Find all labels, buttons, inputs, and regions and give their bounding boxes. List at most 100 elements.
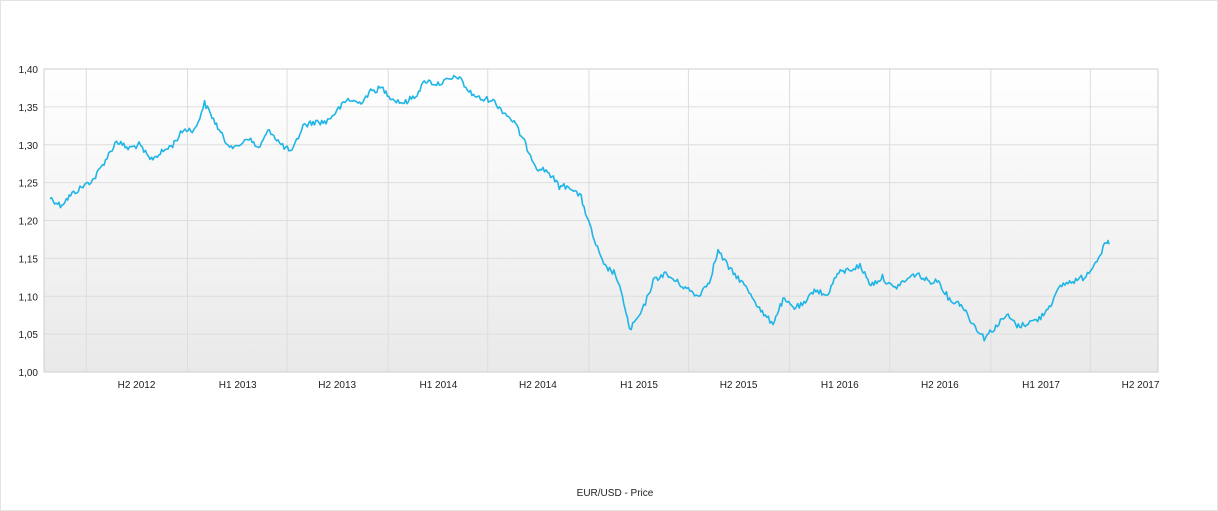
data-point [235, 148, 237, 150]
series-line [49, 74, 1110, 342]
data-point [615, 273, 617, 275]
data-point [82, 186, 84, 188]
data-point [641, 311, 643, 313]
data-point [624, 307, 626, 309]
data-point [1106, 242, 1108, 244]
data-point [663, 273, 665, 275]
data-point [814, 288, 816, 290]
x-tick-label: H1 2014 [419, 380, 457, 391]
data-point [247, 136, 249, 138]
data-point [370, 91, 372, 93]
data-point [652, 280, 654, 282]
y-tick-label: 1,30 [19, 141, 39, 152]
legend-label: EUR/USD - Price [577, 488, 654, 499]
data-point [291, 152, 293, 154]
x-axis: H2 2012 H1 2013 H2 2013 H1 2014 H2 2014 H1 20… [118, 380, 1160, 391]
plot-border [43, 68, 1159, 373]
data-point [675, 280, 677, 282]
x-tick-label: H2 2017 [1122, 380, 1160, 391]
data-point [971, 322, 973, 324]
data-point [837, 273, 839, 275]
data-point [314, 121, 316, 123]
data-point [194, 129, 196, 131]
y-tick-label: 1,20 [19, 217, 39, 228]
data-point [805, 303, 807, 305]
data-point [1006, 314, 1008, 316]
data-point [138, 144, 140, 146]
data-point [49, 197, 51, 199]
data-point [536, 167, 538, 169]
data-point [826, 295, 828, 297]
data-point [1027, 322, 1029, 324]
data-point [447, 80, 449, 82]
y-tick-label: 1,05 [19, 330, 39, 341]
data-point [983, 337, 985, 339]
y-tick-label: 1,15 [19, 254, 39, 265]
data-point [403, 102, 405, 104]
data-point [870, 284, 872, 286]
x-tick-label: H2 2014 [519, 380, 557, 391]
data-point [425, 80, 427, 82]
data-point [893, 288, 895, 290]
data-point [269, 129, 271, 131]
data-point [1018, 326, 1020, 328]
data-point [325, 121, 327, 123]
data-point [336, 110, 338, 112]
data-point [93, 178, 95, 180]
y-tick-label: 1,25 [19, 179, 39, 190]
data-point [183, 129, 185, 131]
data-point [491, 99, 493, 101]
data-point [105, 159, 107, 161]
data-point [848, 269, 850, 271]
data-point [1038, 318, 1040, 320]
data-point [214, 121, 216, 123]
data-point [1095, 261, 1097, 263]
data-point [1050, 303, 1052, 305]
data-point [580, 197, 582, 199]
x-tick-label: H1 2016 [821, 380, 859, 391]
data-point [740, 280, 742, 282]
data-point [392, 99, 394, 101]
data-point [927, 280, 929, 282]
data-point [525, 144, 527, 146]
data-point [782, 299, 784, 301]
data-point [697, 295, 699, 297]
data-point [381, 87, 383, 89]
data-point [751, 295, 753, 297]
x-tick-label: H2 2012 [118, 380, 156, 391]
x-tick-label: H1 2013 [219, 380, 257, 391]
data-point [686, 288, 688, 290]
data-point [558, 186, 560, 188]
data-point [882, 277, 884, 279]
data-point [915, 273, 917, 275]
data-point [513, 121, 515, 123]
data-point [149, 159, 151, 161]
data-point [904, 280, 906, 282]
data-point [763, 314, 765, 316]
y-axis: 1,00 1,05 1,10 1,15 1,20 1,25 1,30 1,35 1,40 [19, 65, 39, 379]
data-point [258, 148, 260, 150]
data-point [116, 140, 118, 142]
data-point [592, 235, 594, 237]
data-point [302, 125, 304, 127]
data-point [457, 76, 459, 78]
data-point [569, 186, 571, 188]
data-point [204, 102, 206, 104]
data-point [480, 99, 482, 101]
data-point [709, 280, 711, 282]
data-point [161, 152, 163, 154]
data-point [60, 205, 62, 207]
x-tick-label: H2 2016 [921, 380, 959, 391]
grid-lines [44, 69, 1158, 372]
data-point [172, 144, 174, 146]
data-point [502, 110, 504, 112]
data-point [938, 280, 940, 282]
data-point [468, 91, 470, 93]
data-point [127, 148, 129, 150]
y-tick-label: 1,10 [19, 292, 39, 303]
data-point [995, 326, 997, 328]
data-point [859, 265, 861, 267]
data-point [794, 307, 796, 309]
data-point [1061, 284, 1063, 286]
